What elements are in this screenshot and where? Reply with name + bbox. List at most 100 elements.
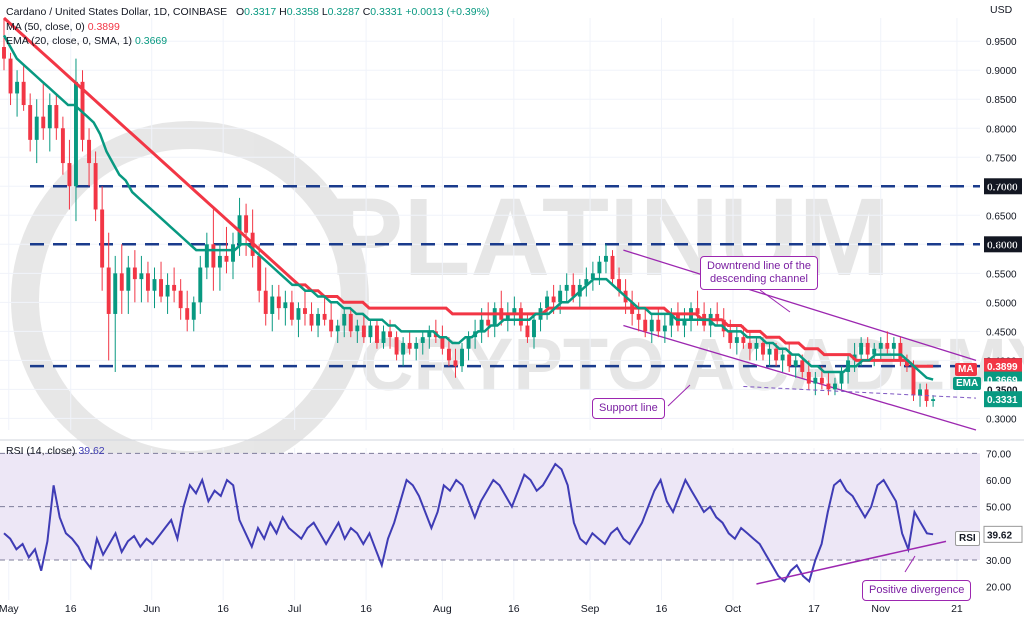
candle-body bbox=[446, 348, 451, 361]
rsi-legend-label: RSI (14, close) bbox=[6, 445, 76, 457]
header-ema-row[interactable]: EMA (20, close, 0, SMA, 1) 0.3669 bbox=[6, 35, 167, 47]
watermark-text-2: CRYPTO ACADEMY bbox=[360, 323, 1024, 406]
descending-channel[interactable] bbox=[623, 249, 977, 573]
candle-body bbox=[440, 337, 445, 349]
candle-body bbox=[355, 325, 360, 332]
candle-body bbox=[165, 284, 170, 297]
candle-body bbox=[276, 296, 281, 309]
rsi-legend-value: 39.62 bbox=[78, 445, 105, 457]
candle-body bbox=[643, 319, 648, 332]
candle-body bbox=[460, 348, 464, 367]
header-ma-row[interactable]: MA (50, close, 0) 0.3899 bbox=[6, 21, 120, 33]
candle-body bbox=[244, 215, 249, 233]
candle-body bbox=[813, 377, 818, 384]
candle-body bbox=[21, 81, 26, 106]
candle-body bbox=[217, 255, 222, 268]
candle-body bbox=[505, 313, 510, 320]
ema-tag-label: EMA bbox=[953, 377, 982, 390]
downtrend-annotation-line2: descending channel bbox=[710, 273, 808, 285]
candle-body bbox=[342, 313, 347, 326]
price-tick-label: 0.9000 bbox=[986, 66, 1017, 77]
candle-body bbox=[662, 325, 667, 332]
price-tick-label: 0.7500 bbox=[986, 153, 1017, 164]
candle-body bbox=[545, 296, 550, 309]
candle-body bbox=[388, 331, 393, 338]
candle-body bbox=[257, 255, 262, 291]
candle-body bbox=[381, 331, 386, 343]
last-price-tag-bg bbox=[984, 391, 1022, 408]
close-value: 0.3331 bbox=[370, 6, 403, 18]
candle-body bbox=[34, 116, 39, 140]
high-value: 0.3358 bbox=[286, 6, 319, 18]
candle-body bbox=[407, 342, 412, 349]
candle-body bbox=[414, 342, 419, 349]
rsi-legend[interactable]: RSI (14, close) 39.62 bbox=[6, 445, 105, 457]
ema-legend-value: 0.3669 bbox=[134, 35, 168, 47]
candle-body bbox=[348, 313, 353, 332]
candle-body bbox=[492, 308, 497, 326]
candle-body bbox=[303, 308, 307, 314]
support-annotation[interactable]: Support line bbox=[592, 398, 665, 419]
candle-body bbox=[682, 319, 687, 326]
candle-body bbox=[28, 105, 33, 140]
candle-body bbox=[669, 313, 674, 326]
candle-body bbox=[361, 325, 366, 338]
candle-body bbox=[859, 342, 864, 355]
candle-body bbox=[126, 267, 131, 291]
ma-price-tag-bg bbox=[984, 358, 1022, 375]
support-pointer bbox=[667, 384, 691, 407]
candle-body bbox=[8, 58, 13, 94]
candle-body bbox=[604, 255, 608, 262]
candle-body bbox=[427, 331, 432, 338]
candle-body bbox=[931, 399, 936, 401]
candle-body bbox=[819, 377, 824, 384]
candle-body bbox=[15, 81, 20, 94]
candle-body bbox=[597, 261, 602, 274]
candle-body bbox=[878, 342, 883, 349]
candle-body bbox=[584, 279, 589, 285]
candle-body bbox=[826, 383, 831, 390]
candle-body bbox=[401, 342, 406, 355]
candle-body bbox=[211, 244, 216, 268]
price-tick-label: 0.8500 bbox=[986, 95, 1017, 106]
grid bbox=[0, 18, 1024, 600]
open-value: 0.3317 bbox=[244, 6, 277, 18]
time-tick-label: Jun bbox=[143, 603, 160, 615]
candle-body bbox=[119, 273, 124, 291]
level-tag-text: 0.7000 bbox=[987, 182, 1018, 193]
candle-body bbox=[649, 319, 654, 332]
candle-body bbox=[525, 325, 530, 338]
candle-body bbox=[918, 389, 922, 396]
candle-body bbox=[904, 360, 909, 367]
candle-body bbox=[54, 105, 59, 129]
candle-body bbox=[263, 290, 268, 314]
ma-legend-label: MA (50, close, 0) bbox=[6, 21, 85, 33]
candle-body bbox=[87, 139, 92, 164]
time-tick-label: 17 bbox=[808, 603, 820, 615]
price-tick-label: 0.4500 bbox=[986, 327, 1017, 338]
ema-price-tag: 0.3669 bbox=[987, 376, 1018, 387]
ma50-line bbox=[2, 16, 934, 368]
candle-body bbox=[420, 337, 425, 343]
downtrend-annotation[interactable]: Downtrend line of the descending channel bbox=[700, 256, 818, 290]
candle-body bbox=[761, 342, 765, 355]
price-tick-label: 0.8000 bbox=[986, 124, 1017, 135]
candle-body bbox=[316, 313, 321, 326]
time-tick-label: 16 bbox=[360, 603, 372, 615]
candle-body bbox=[571, 284, 576, 297]
candle-body bbox=[466, 337, 471, 349]
candle-body bbox=[558, 290, 563, 303]
price-tick-label: 0.6500 bbox=[986, 211, 1017, 222]
candle-body bbox=[132, 267, 137, 280]
candle-body bbox=[865, 342, 870, 355]
divergence-annotation[interactable]: Positive divergence bbox=[862, 580, 972, 601]
rsi-tick-label: 20.00 bbox=[986, 583, 1011, 594]
time-tick-label: Jul bbox=[288, 603, 301, 615]
time-tick-label: 21 bbox=[951, 603, 963, 615]
time-tick-label: Nov bbox=[871, 603, 890, 615]
price-tick-label: 0.7000 bbox=[986, 182, 1017, 193]
ma-price-tag: 0.3899 bbox=[987, 362, 1018, 373]
candle-body bbox=[106, 267, 111, 314]
